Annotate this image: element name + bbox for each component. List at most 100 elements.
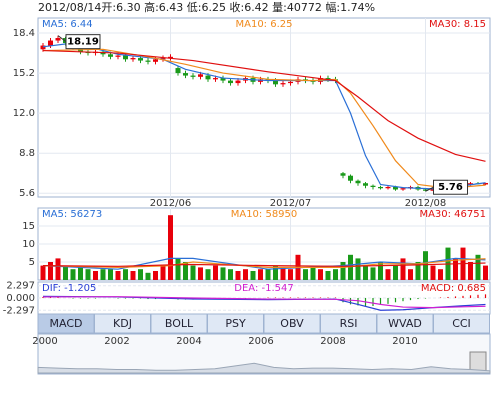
volume-bar — [363, 265, 368, 280]
indicator-tab[interactable]: KDJ — [94, 313, 151, 334]
tab-label[interactable]: BOLL — [165, 317, 194, 330]
y-tick-label: 5 — [29, 257, 35, 268]
volume-bar — [303, 269, 308, 280]
legend-label: MA10: 58950 — [231, 209, 298, 220]
volume-bar — [235, 271, 241, 280]
volume-bar — [70, 269, 76, 280]
candle-body — [370, 185, 376, 187]
legend-label: DIF: -1.205 — [42, 283, 96, 294]
volume-bar — [333, 269, 338, 280]
indicator-tab[interactable]: MACD — [37, 313, 95, 334]
candle-body — [168, 56, 173, 59]
indicator-line — [42, 296, 486, 309]
candle-body — [40, 45, 46, 50]
candle-body — [265, 79, 271, 81]
volume-bar — [385, 269, 391, 280]
volume-bar — [175, 258, 181, 280]
navigator-year: 2006 — [248, 336, 273, 347]
tab-label[interactable]: PSY — [225, 317, 246, 330]
indicator-tab[interactable]: BOLL — [150, 313, 208, 334]
volume-bar — [123, 269, 128, 280]
candle-body — [205, 75, 211, 80]
candle-body — [160, 58, 166, 60]
candle-body — [235, 80, 241, 84]
y-tick-label: 0.000 — [6, 293, 35, 304]
indicator-line — [42, 42, 486, 190]
y-tick-label: 15 — [22, 221, 35, 232]
volume-bar — [453, 258, 458, 280]
volume-bar — [273, 265, 278, 280]
indicator-line — [42, 258, 486, 269]
candle-body — [325, 78, 331, 80]
candle-body — [340, 173, 346, 176]
volume-bar — [228, 269, 233, 280]
price-panel — [37, 17, 491, 198]
candle-body — [280, 83, 286, 85]
candle-body — [183, 73, 188, 76]
volume-bar — [108, 269, 113, 280]
volume-bar — [205, 269, 211, 280]
navigator-year: 2004 — [176, 336, 201, 347]
x-tick-label: 2012/07 — [270, 198, 312, 209]
volume-bar — [348, 254, 353, 280]
volume-bar — [280, 267, 286, 280]
indicator-tab[interactable]: CCI — [433, 313, 490, 334]
volume-bar — [78, 267, 83, 280]
navigator-year: 2002 — [104, 336, 129, 347]
volume-bar — [483, 265, 488, 280]
y-tick-label: 15.2 — [13, 68, 35, 79]
volume-bar — [310, 265, 316, 280]
x-tick-label: 2012/08 — [405, 198, 447, 209]
volume-bar — [325, 271, 331, 280]
candle-body — [363, 183, 368, 186]
volume-bar — [400, 258, 406, 280]
navigator-year: 2010 — [392, 336, 417, 347]
tab-label[interactable]: MACD — [50, 317, 83, 330]
candle-body — [175, 68, 181, 74]
volume-bar — [115, 271, 121, 280]
volume-bar — [438, 269, 443, 280]
quote-header: 2012/08/14开:6.30 高:6.43 低:6.25 收:6.42 量:… — [38, 0, 375, 14]
candle-body — [213, 78, 218, 80]
price-annotation: 18.19 — [67, 37, 99, 48]
indicator-tab[interactable]: OBV — [263, 313, 321, 334]
y-tick-label: 2.297 — [6, 281, 35, 292]
candle-body — [273, 80, 278, 85]
tab-label[interactable]: RSI — [340, 317, 358, 330]
candle-body — [108, 54, 113, 57]
navigator-year: 2008 — [320, 336, 345, 347]
candle-body — [153, 59, 158, 62]
legend-label: MA5: 6.44 — [42, 19, 93, 30]
tab-label[interactable]: WVAD — [388, 317, 422, 330]
tab-label[interactable]: KDJ — [113, 317, 132, 330]
volume-bar — [213, 265, 218, 280]
tab-label[interactable]: CCI — [452, 317, 471, 330]
indicator-line — [42, 48, 486, 189]
indicator-tab[interactable]: PSY — [207, 313, 264, 334]
navigator-area — [37, 362, 491, 374]
candle-body — [190, 75, 196, 77]
volume-bar — [393, 265, 398, 280]
candle-body — [423, 189, 428, 191]
tab-button[interactable] — [433, 313, 490, 334]
candle-body — [220, 78, 226, 81]
volume-bar — [40, 265, 46, 280]
y-tick-label: 10 — [22, 239, 35, 250]
volume-bar — [430, 265, 436, 280]
candle-body — [393, 186, 398, 190]
navigator-handle[interactable] — [469, 351, 487, 373]
x-tick-label: 2012/06 — [150, 198, 192, 209]
volume-bar — [250, 271, 256, 280]
candle-body — [348, 175, 353, 181]
candle-body — [310, 80, 316, 82]
volume-bar — [408, 269, 413, 280]
tab-label[interactable]: OBV — [280, 317, 304, 330]
indicator-tab[interactable]: WVAD — [376, 313, 434, 334]
candle-body — [483, 182, 488, 185]
candle-body — [385, 186, 391, 189]
volume-bar — [63, 265, 68, 280]
volume-bar — [190, 265, 196, 280]
indicator-tab[interactable]: RSI — [320, 313, 377, 334]
